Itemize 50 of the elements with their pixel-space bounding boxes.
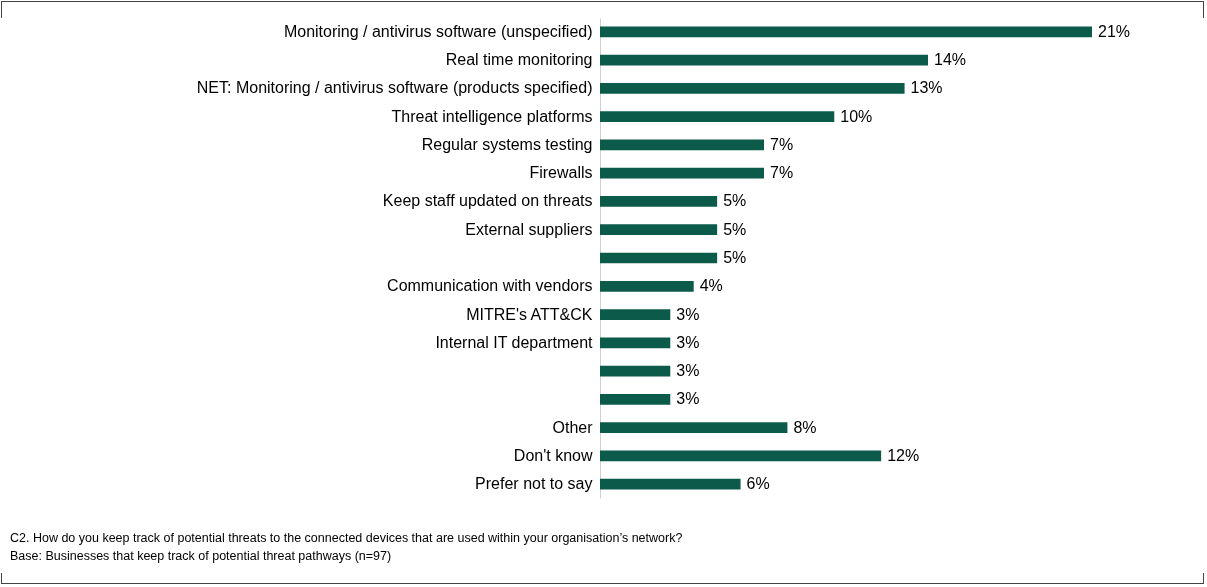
data-label: 14% [934, 51, 967, 69]
bar [600, 111, 835, 123]
bar [600, 422, 788, 433]
bar [600, 252, 718, 264]
data-label: 7% [770, 164, 794, 182]
text: C2. How do you keep track of potential threats to the connected devices that are used within your organisation’s network? [10, 531, 683, 545]
y-tick-label: Real time monitoring [445, 51, 593, 69]
y-tick-label: Firewalls [529, 164, 593, 182]
y-tick-label: Internal IT department [435, 333, 594, 351]
data-label: 6% [746, 475, 770, 493]
y-tick-label: MITRE's ATT&CK [466, 305, 593, 323]
bar [600, 83, 905, 94]
y-tick-label: Keep staff updated on threats [382, 192, 593, 210]
bar [600, 365, 671, 377]
bar [600, 54, 928, 66]
data-label: 8% [793, 418, 817, 436]
y-tick-label: NET: Monitoring / antivirus software (products specified) [196, 79, 593, 97]
y-tick-label: Threat intelligence platforms [391, 107, 593, 125]
bar [600, 337, 671, 349]
data-label: 3% [676, 362, 700, 380]
y-tick-label: Don't know [513, 446, 593, 464]
y-tick-label: Regular systems testing [421, 135, 593, 153]
bar [600, 450, 882, 462]
data-label: 3% [676, 390, 700, 408]
bar [600, 196, 718, 207]
data-label: 5% [723, 192, 747, 210]
bar [600, 26, 1092, 38]
bar [600, 478, 741, 490]
bar [600, 393, 671, 405]
bar [600, 167, 764, 179]
data-label: 3% [676, 333, 700, 351]
data-label: 5% [723, 220, 747, 238]
data-label: 3% [676, 305, 700, 323]
data-label: 21% [1098, 22, 1131, 40]
data-label: 5% [723, 249, 747, 266]
text: Base: Businesses that keep track of potential threat pathways (n=97) [10, 549, 392, 563]
bar [600, 280, 694, 292]
bar [600, 309, 671, 320]
data-label: 4% [699, 277, 723, 295]
bar [600, 139, 764, 151]
y-tick-label: Other [552, 418, 594, 436]
data-label: 12% [887, 446, 920, 464]
y-tick-label: Monitoring / antivirus software (unspecified) [283, 22, 593, 40]
y-tick-label: Prefer not to say [475, 475, 593, 493]
data-label: 7% [770, 135, 794, 153]
y-tick-label: Communication with vendors [387, 277, 593, 295]
y-tick-label: External suppliers [465, 220, 593, 238]
data-label: 13% [910, 79, 943, 97]
data-label: 10% [840, 107, 873, 125]
bar [600, 224, 718, 236]
